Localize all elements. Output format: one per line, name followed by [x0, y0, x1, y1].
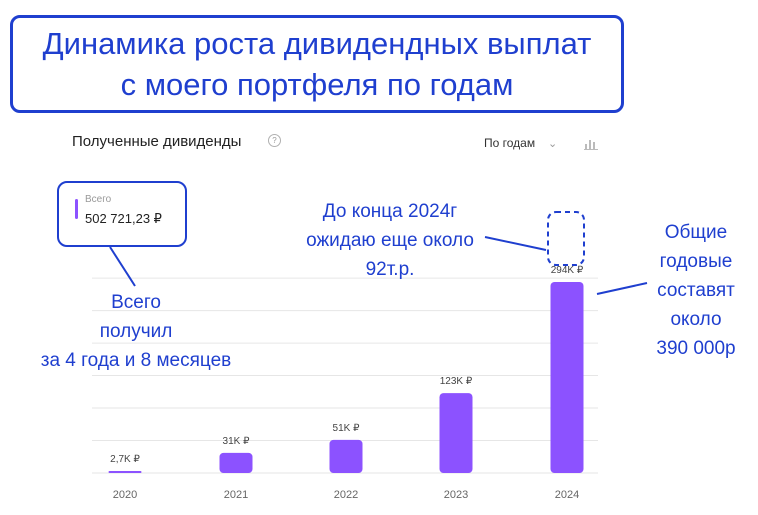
series-marker — [75, 199, 78, 219]
annotation-received: Всего получил за 4 года и 8 месяцев — [22, 288, 250, 375]
widget-title: Полученные дивиденды — [72, 133, 242, 150]
title-line-2: с моего портфеля по годам — [120, 67, 514, 102]
data-label-2024: 294K ₽ — [551, 265, 584, 276]
connector-total — [109, 246, 136, 287]
total-label: Всего — [85, 194, 112, 205]
annotation-line: составят — [657, 280, 735, 301]
annotation-line: годовые — [659, 251, 733, 272]
data-label-2021: 31K ₽ — [223, 436, 251, 447]
x-tick-2023: 2023 — [444, 489, 468, 501]
annotation-line: за 4 года и 8 месяцев — [40, 350, 232, 371]
x-tick-2024: 2024 — [555, 489, 579, 501]
period-select[interactable]: По годам — [484, 136, 536, 150]
x-tick-2021: 2021 — [224, 489, 248, 501]
annotation-line: около — [670, 309, 722, 330]
annotation-line: получил — [99, 321, 173, 342]
bar-2021[interactable] — [219, 452, 253, 473]
annotation-line: До конца 2024г — [322, 201, 458, 222]
bar-chart-icon[interactable] — [584, 138, 598, 150]
chevron-down-icon[interactable]: ⌄ — [548, 138, 558, 150]
title-line-1: Динамика роста дивидендных выплат — [42, 26, 592, 61]
x-tick-2020: 2020 — [113, 489, 137, 501]
annotation-yearly-total: Общие годовые составят около 390 000р — [638, 218, 754, 363]
connector-yearly — [596, 282, 648, 295]
bar-2020[interactable] — [108, 471, 142, 473]
annotation-line: 390 000р — [656, 338, 736, 359]
info-icon[interactable]: ? — [268, 134, 281, 147]
annotation-line: Всего — [111, 292, 161, 313]
annotation-line: 92т.р. — [365, 259, 415, 280]
bar-2024[interactable] — [550, 282, 584, 473]
title-banner: Динамика роста дивидендных выплат с моег… — [10, 15, 624, 113]
bar-2023[interactable] — [439, 393, 473, 473]
projection-dashed-box — [547, 211, 585, 266]
annotation-expected: До конца 2024г ожидаю еще около 92т.р. — [275, 197, 505, 284]
bar-2022[interactable] — [329, 439, 363, 473]
x-tick-2022: 2022 — [334, 489, 358, 501]
connector-expected — [484, 236, 547, 251]
total-summary-card: Всего 502 721,23 ₽ — [57, 181, 187, 247]
annotation-line: ожидаю еще около — [306, 230, 474, 251]
total-value: 502 721,23 ₽ — [85, 211, 162, 226]
data-label-2020: 2,7K ₽ — [110, 454, 140, 465]
annotation-line: Общие — [664, 222, 728, 243]
data-label-2023: 123K ₽ — [440, 376, 473, 387]
data-label-2022: 51K ₽ — [333, 423, 361, 434]
